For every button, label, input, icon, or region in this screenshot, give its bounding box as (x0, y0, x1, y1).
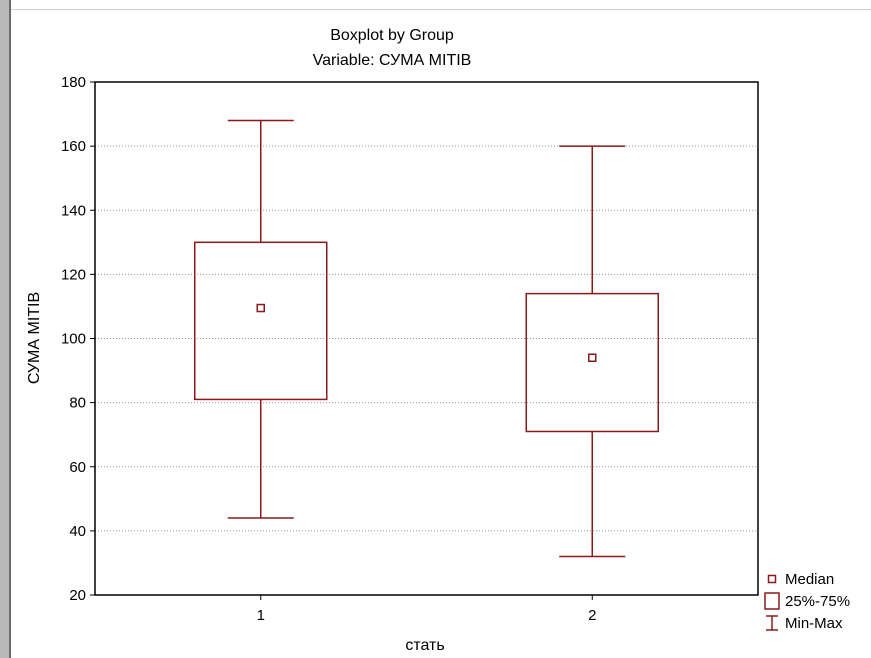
plot-frame (94, 81, 759, 596)
y-tick-label: 120 (61, 266, 86, 283)
iqr-box (194, 241, 328, 401)
y-tick-label: 160 (61, 138, 86, 155)
window-top-rule (11, 9, 871, 10)
legend-label: Min-Max (785, 615, 843, 632)
y-tick-label: 80 (69, 395, 86, 412)
legend-label: 25%-75% (785, 593, 850, 610)
y-tick-label: 20 (69, 587, 86, 604)
median-marker (256, 303, 265, 313)
y-tick-label: 40 (69, 523, 86, 540)
y-tick-label: 180 (61, 74, 86, 91)
x-tick-label: 1 (257, 607, 265, 624)
x-tick-label: 2 (588, 607, 596, 624)
y-tick-label: 100 (61, 331, 86, 348)
box-group-1 (194, 119, 328, 519)
chart-title: Boxplot by Group (330, 27, 454, 44)
chart-subtitle: Variable: СУМА МІТІВ (313, 52, 472, 69)
plot-area: 20 40 60 80 100 120 140 160 180 1 2 (61, 74, 759, 624)
legend: Median 25%-75% Min-Max (764, 571, 850, 632)
window-left-border (0, 0, 9, 658)
box-group-2 (525, 145, 659, 558)
median-marker (588, 353, 597, 362)
x-axis-label: стать (405, 637, 444, 654)
legend-median-icon (767, 574, 777, 584)
y-tick-label: 60 (69, 459, 86, 476)
legend-box-icon (764, 592, 780, 610)
window-left-border-line (9, 0, 11, 658)
y-tick-label: 140 (61, 202, 86, 219)
iqr-box (525, 292, 659, 433)
legend-label: Median (785, 571, 834, 588)
y-axis-label: СУМА МІТІВ (26, 292, 43, 384)
